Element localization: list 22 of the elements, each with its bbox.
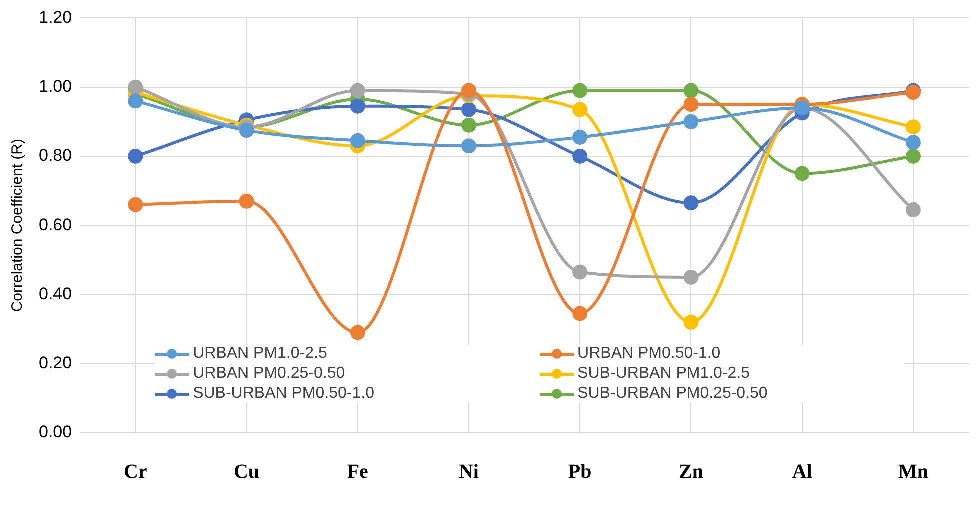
y-tick-label: 0.60: [38, 215, 72, 234]
x-tick-label: Al: [792, 461, 813, 484]
legend-label: SUB-URBAN PM0.25-0.50: [578, 385, 768, 403]
y-tick-label: 1.20: [38, 8, 72, 27]
x-tick-label: Pb: [568, 461, 592, 484]
x-tick-label: Zn: [678, 461, 704, 484]
legend-label: URBAN PM1.0-2.5: [193, 345, 328, 363]
legend-label: URBAN PM0.50-1.0: [578, 345, 721, 363]
x-tick-label: Ni: [458, 461, 480, 484]
y-tick-label: 0.80: [38, 146, 72, 166]
legend-label: URBAN PM0.25-0.50: [193, 365, 346, 383]
y-tick-label: 1.00: [38, 77, 72, 96]
y-axis-title: Correlation Coefficient (R): [9, 139, 26, 312]
legend-label: SUB-URBAN PM0.50-1.0: [193, 385, 374, 403]
x-tick-label: Mn: [898, 461, 928, 484]
y-tick-label: 0.00: [38, 422, 72, 442]
x-tick-label: Fe: [347, 461, 369, 484]
x-tick-label: Cr: [124, 461, 148, 484]
x-tick-label: Cu: [234, 461, 260, 484]
legend-label: SUB-URBAN PM1.0-2.5: [578, 365, 750, 383]
y-tick-label: 0.20: [38, 354, 72, 373]
y-tick-label: 0.40: [38, 284, 72, 304]
